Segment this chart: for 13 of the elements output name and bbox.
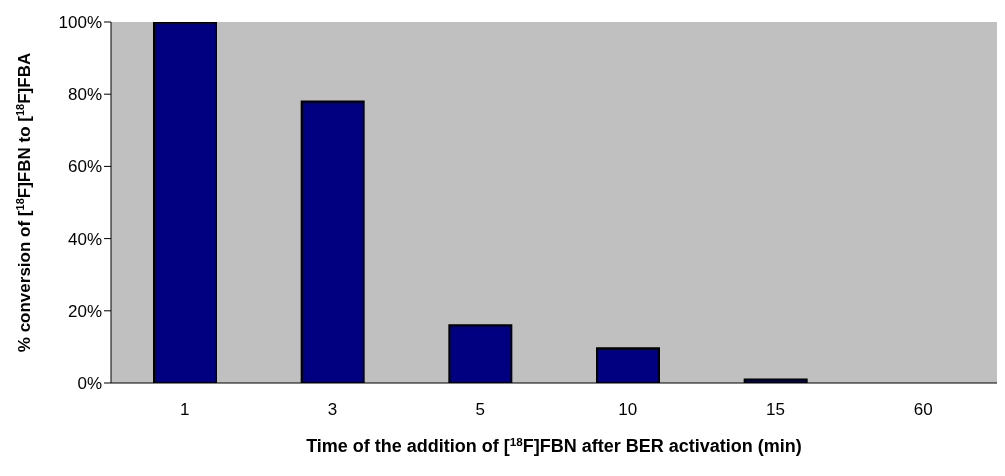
y-tick-label: 80% (67, 85, 102, 105)
y-tick-label: 20% (67, 301, 102, 321)
x-tick-label: 10 (618, 400, 638, 420)
x-axis-title: Time of the addition of [$^{18}$F]FBN after BER activation (min) (306, 434, 802, 456)
x-tick-label: 15 (766, 400, 785, 420)
x-tick-label: 3 (327, 400, 338, 420)
x-tick-label: 1 (180, 400, 190, 420)
y-tick-label: 60% (67, 157, 102, 177)
x-tick-label: 5 (475, 400, 485, 420)
y-tick-label: 40% (67, 229, 102, 249)
x-tick-label: 60 (913, 400, 933, 420)
y-tick-label: 100% (58, 13, 102, 33)
y-tick-label: 0% (77, 374, 102, 394)
